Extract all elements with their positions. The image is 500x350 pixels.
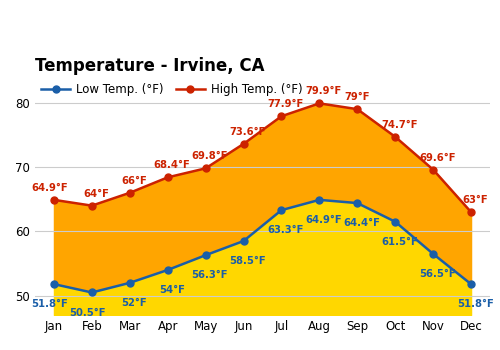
- Text: 73.6°F: 73.6°F: [230, 127, 266, 137]
- Text: 66°F: 66°F: [121, 176, 147, 186]
- Text: 51.8°F: 51.8°F: [457, 299, 494, 309]
- Text: 64.4°F: 64.4°F: [343, 218, 380, 228]
- Text: 69.6°F: 69.6°F: [419, 153, 456, 163]
- Text: 69.8°F: 69.8°F: [192, 152, 228, 161]
- Text: 79°F: 79°F: [344, 92, 370, 102]
- Text: 79.9°F: 79.9°F: [306, 86, 342, 97]
- Text: 56.5°F: 56.5°F: [419, 269, 456, 279]
- Text: 64°F: 64°F: [83, 189, 109, 199]
- Text: 58.5°F: 58.5°F: [230, 256, 266, 266]
- Text: 56.3°F: 56.3°F: [192, 271, 228, 280]
- Text: 52°F: 52°F: [121, 298, 147, 308]
- Text: 77.9°F: 77.9°F: [268, 99, 304, 109]
- Text: 50.5°F: 50.5°F: [70, 308, 106, 318]
- Text: 64.9°F: 64.9°F: [305, 215, 342, 225]
- Text: Temperature - Irvine, CA: Temperature - Irvine, CA: [35, 57, 264, 76]
- Legend: Low Temp. (°F), High Temp. (°F): Low Temp. (°F), High Temp. (°F): [41, 83, 302, 96]
- Text: 54°F: 54°F: [159, 285, 185, 295]
- Text: 64.9°F: 64.9°F: [32, 183, 68, 193]
- Text: 61.5°F: 61.5°F: [381, 237, 418, 247]
- Text: 74.7°F: 74.7°F: [381, 120, 418, 130]
- Text: 63°F: 63°F: [462, 195, 488, 205]
- Text: 51.8°F: 51.8°F: [32, 299, 68, 309]
- Text: 68.4°F: 68.4°F: [154, 160, 190, 170]
- Text: 63.3°F: 63.3°F: [268, 225, 304, 236]
